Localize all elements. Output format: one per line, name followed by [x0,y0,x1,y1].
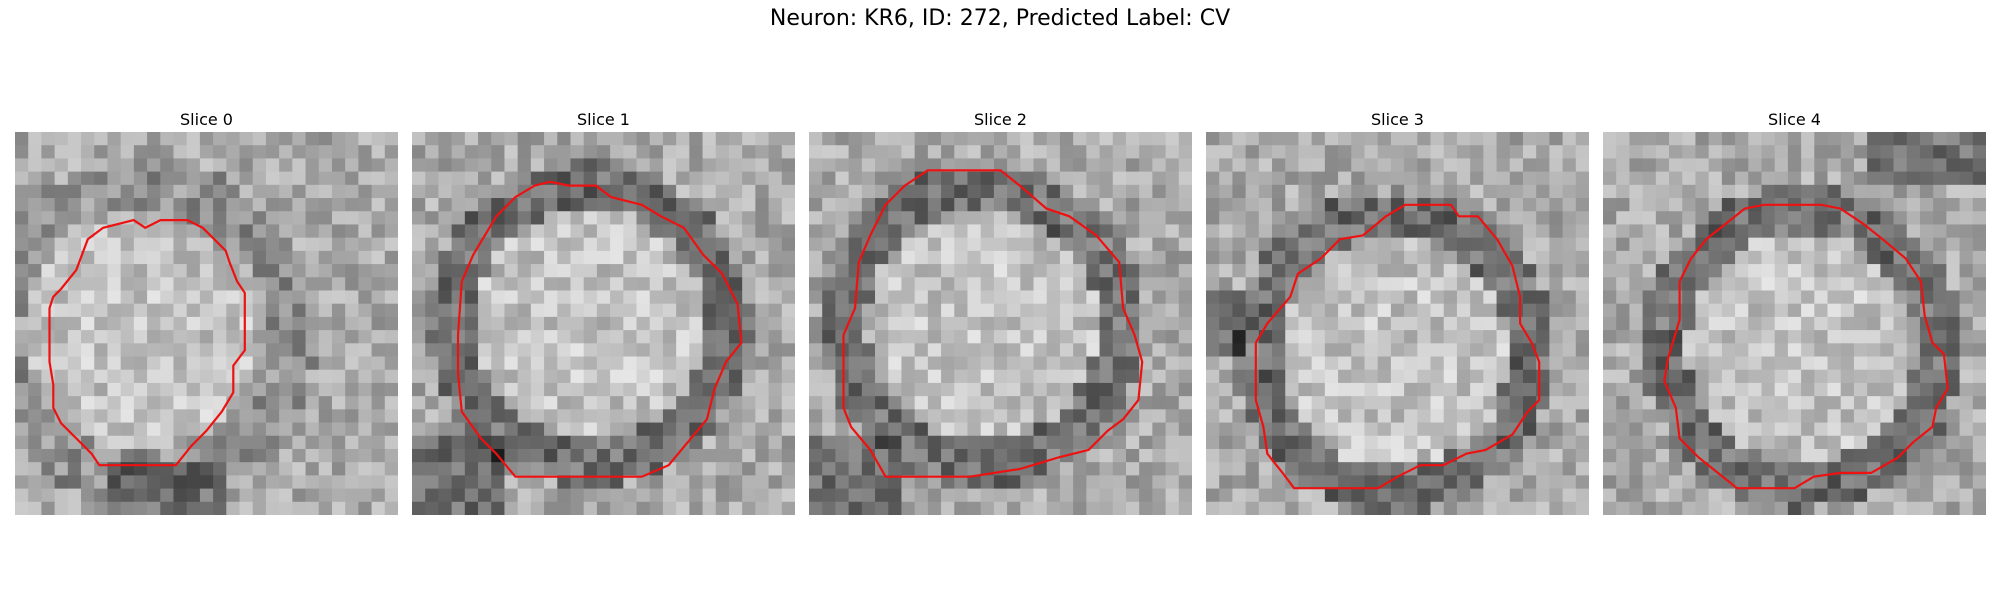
pixel-grid [1206,132,1589,515]
slice-panel: Slice 4 [1603,108,1986,515]
figure-title: Neuron: KR6, ID: 272, Predicted Label: C… [0,6,2000,31]
pixel-grid [15,132,398,515]
slice-image [412,132,795,515]
slice-panel: Slice 1 [412,108,795,515]
slice-image [1603,132,1986,515]
slice-panel: Slice 3 [1206,108,1589,515]
slice-image [809,132,1192,515]
slice-title: Slice 0 [15,108,398,132]
slice-image [15,132,398,515]
slice-title: Slice 1 [412,108,795,132]
slice-title: Slice 4 [1603,108,1986,132]
pixel-grid [412,132,795,515]
slice-image [1206,132,1589,515]
slice-title: Slice 2 [809,108,1192,132]
slice-panel: Slice 2 [809,108,1192,515]
pixel-grid [1603,132,1986,515]
slice-panel: Slice 0 [15,108,398,515]
pixel-grid [809,132,1192,515]
slice-title: Slice 3 [1206,108,1589,132]
